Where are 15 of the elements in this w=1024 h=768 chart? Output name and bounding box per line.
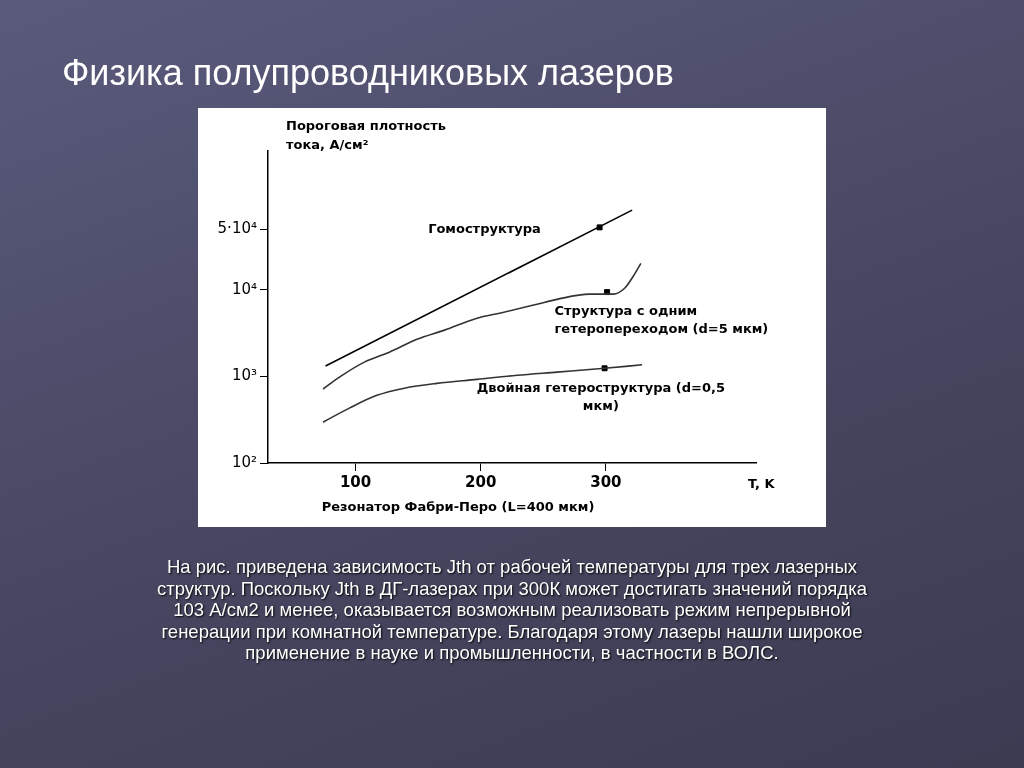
x-axis-title: T, K — [748, 476, 776, 492]
series-label: Двойная гетероструктура (d=0,5 мкм) — [476, 380, 725, 414]
y-tick-label: 10² — [231, 452, 257, 471]
y-axis-title: Пороговая плотность тока, А/см² — [286, 117, 446, 152]
x-tick-label: 200 — [465, 472, 497, 491]
series-label: Гомоструктура — [428, 221, 541, 237]
y-tick-label: 10³ — [231, 366, 257, 385]
x-tick-label: 100 — [339, 472, 372, 491]
series-label: Структура с одним гетеропереходом (d=5 мкм) — [554, 302, 769, 336]
text: Резонатор Фабри-Перо (L=400 мкм) — [321, 499, 595, 515]
x-tick-label: 300 — [590, 472, 622, 491]
chart-title: Физика полупроводниковых лазеров — [62, 52, 674, 94]
text: На рис. приведена зависимость Jth от рабочей температуры для трех лазерных структур. Поскольку Jth в ДГ-лазерах при 300К может достигать значений порядка 103 А/см2 и менее, оказывается возможным реализовать режим непрерывной генерации при комнатной температуре. Благодаря этому лазеры нашли широкое применение в науке и промышленности, в частности в ВОЛС. — [156, 556, 868, 664]
y-tick-label: 5·10⁴ — [217, 219, 257, 238]
y-tick-label: 10⁴ — [231, 279, 257, 298]
